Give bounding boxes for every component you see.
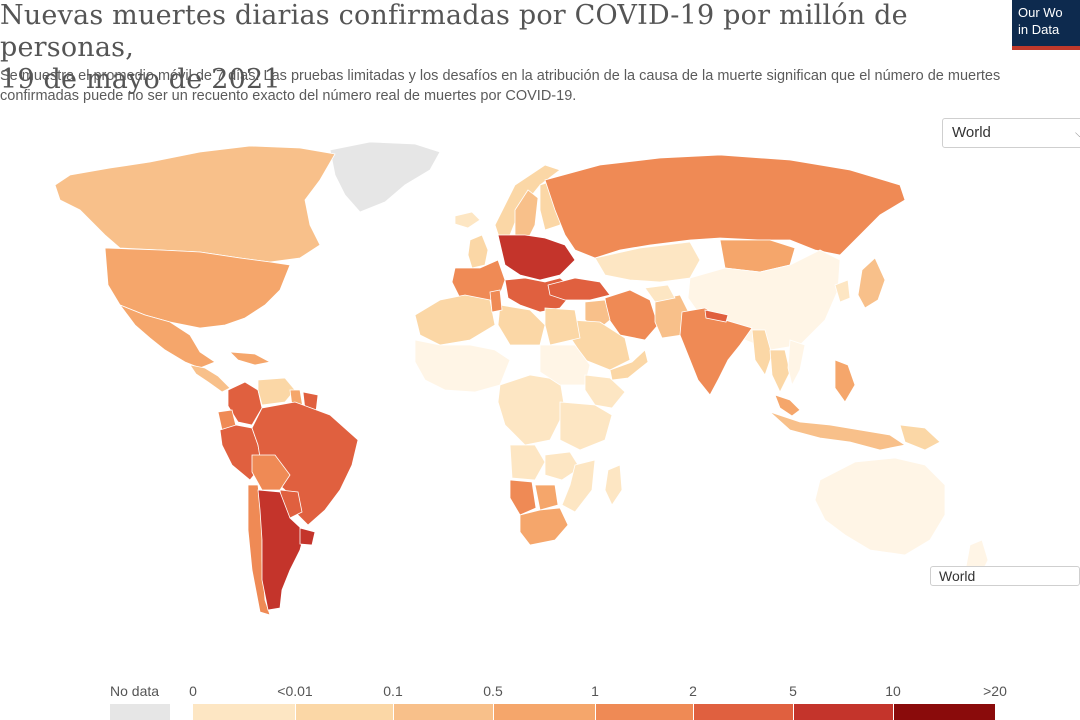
country-malaysia[interactable] <box>774 394 801 417</box>
country-uruguay[interactable] <box>299 527 316 546</box>
country-philippines[interactable] <box>834 359 856 403</box>
country-central-africa[interactable] <box>497 374 566 446</box>
country-argentina[interactable] <box>257 489 306 611</box>
legend-tick-label: 5 <box>789 683 797 699</box>
legend-bin[interactable] <box>595 704 693 720</box>
country-mexico[interactable] <box>118 304 216 369</box>
country-brazil[interactable] <box>251 401 359 526</box>
chevron-down-icon: ⌵ <box>1075 126 1080 140</box>
legend-tick-label: 10 <box>885 683 901 699</box>
country-iran[interactable] <box>604 289 659 341</box>
legend-bin[interactable] <box>393 704 493 720</box>
country-madagascar[interactable] <box>604 464 623 506</box>
country-west-africa[interactable] <box>414 339 511 393</box>
country-namibia[interactable] <box>509 479 537 516</box>
country-japan[interactable] <box>857 257 886 309</box>
country-canada[interactable] <box>54 145 336 263</box>
world-map-svg[interactable] <box>0 140 1080 620</box>
country-papua-new-guinea[interactable] <box>899 424 941 451</box>
country-vietnam[interactable] <box>787 339 806 387</box>
country-iceland[interactable] <box>454 211 481 229</box>
country-central-america[interactable] <box>189 364 231 393</box>
legend-tick-label: 2 <box>689 683 697 699</box>
legend-tick-label: 0.1 <box>383 683 403 699</box>
legend-tick-label: 0.5 <box>483 683 503 699</box>
country-venezuela[interactable] <box>257 377 296 406</box>
legend-bin[interactable] <box>493 704 595 720</box>
owid-logo[interactable]: Our Wo in Data <box>1012 0 1080 50</box>
country-central-europe[interactable] <box>497 234 576 281</box>
country-indonesia[interactable] <box>769 411 907 451</box>
country-myanmar[interactable] <box>751 329 773 376</box>
country-tunisia[interactable] <box>489 289 503 313</box>
legend-separator <box>595 704 596 720</box>
legend-separator <box>393 704 394 720</box>
country-nepal[interactable] <box>704 309 729 323</box>
legend-tick-label: 0 <box>189 683 197 699</box>
chart-subtitle: Se muestra el promedio móvil de 7 días. … <box>0 68 1001 104</box>
legend-separator <box>295 704 296 720</box>
country-thailand[interactable] <box>769 349 791 393</box>
legend-separator <box>693 704 694 720</box>
legend-bin[interactable] <box>295 704 393 720</box>
country-east-africa[interactable] <box>559 401 613 451</box>
chart-title: Nuevas muertes diarias confirmadas por C… <box>0 0 1010 96</box>
legend-tick-label: >20 <box>983 683 1007 699</box>
world-map[interactable] <box>0 140 1080 620</box>
region-select[interactable]: World ⌵ <box>942 118 1080 148</box>
country-turkey[interactable] <box>547 277 611 301</box>
country-greenland[interactable] <box>329 141 441 213</box>
legend-bin[interactable] <box>793 704 893 720</box>
country-mozambique[interactable] <box>561 459 596 513</box>
legend-bin[interactable] <box>693 704 793 720</box>
legend-nodata-swatch[interactable] <box>110 704 170 720</box>
country-ethiopia[interactable] <box>584 374 626 409</box>
country-saudi-arabia[interactable] <box>569 319 631 371</box>
legend-separator <box>493 704 494 720</box>
country-angola[interactable] <box>509 444 546 481</box>
logo-line-1: Our Wo <box>1018 5 1063 20</box>
logo-accent-bar <box>1012 46 1080 50</box>
legend-tick-label: <0.01 <box>277 683 313 699</box>
legend-tick-label: 1 <box>591 683 599 699</box>
country-egypt[interactable] <box>544 307 581 346</box>
country-korea[interactable] <box>834 279 851 303</box>
country-zambia[interactable] <box>544 451 581 481</box>
legend-separator <box>893 704 894 720</box>
country-afghanistan[interactable] <box>644 284 676 303</box>
country-united-kingdom[interactable] <box>467 234 489 269</box>
legend-bin[interactable] <box>193 704 295 720</box>
legend-bin[interactable] <box>893 704 995 720</box>
legend-nodata-label: No data <box>110 683 160 699</box>
country-caribbean[interactable] <box>228 351 272 366</box>
country-north-africa-west[interactable] <box>414 294 496 346</box>
world-view-button[interactable]: World <box>930 566 1080 586</box>
region-select-value: World <box>952 124 991 141</box>
country-australia[interactable] <box>814 457 946 556</box>
title-line-1: Nuevas muertes diarias confirmadas por C… <box>0 0 908 63</box>
country-south-africa[interactable] <box>519 507 569 546</box>
country-botswana[interactable] <box>534 484 559 511</box>
logo-line-2: in Data <box>1018 22 1060 37</box>
color-legend: No data 0 <0.01 0.1 0.5 1 2 5 10 >20 <box>0 678 1080 720</box>
country-russia[interactable] <box>544 154 906 259</box>
title-line-2: 19 de mayo de 2021 <box>0 64 281 95</box>
country-colombia[interactable] <box>227 381 263 426</box>
legend-separator <box>793 704 794 720</box>
world-view-button-label: World <box>939 568 976 584</box>
